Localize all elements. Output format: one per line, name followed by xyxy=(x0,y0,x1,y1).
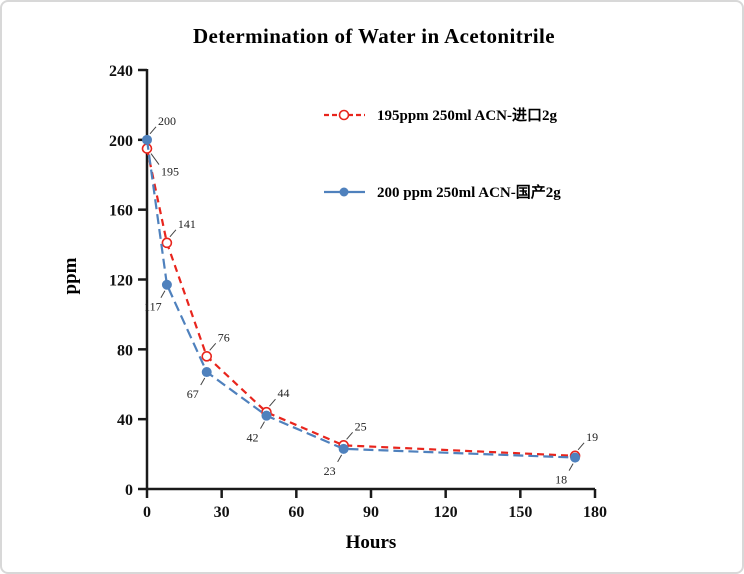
x-tick-label: 30 xyxy=(214,504,230,521)
data-label: 141 xyxy=(178,217,196,231)
data-label: 19 xyxy=(586,430,598,444)
data-label: 44 xyxy=(277,386,289,400)
data-label: 200 xyxy=(158,114,176,128)
data-label: 25 xyxy=(355,419,367,433)
label-leader xyxy=(209,342,217,351)
y-tick-label: 0 xyxy=(125,482,133,499)
legend-label-domestic: 200 ppm 250ml ACN-国产2g xyxy=(377,185,561,201)
x-tick-label: 0 xyxy=(143,504,151,521)
legend-sample-filled-circle xyxy=(339,187,349,196)
series-line-1 xyxy=(145,139,576,459)
legend-label-imported: 195ppm 250ml ACN-进口2g xyxy=(377,108,558,124)
label-leader xyxy=(577,442,585,451)
chart-title: Determination of Water in Acetonitrile xyxy=(192,24,556,48)
y-tick-label: 200 xyxy=(109,133,133,150)
filled-circle-marker xyxy=(161,279,172,290)
filled-circle-marker xyxy=(261,410,272,421)
x-tick-label: 180 xyxy=(583,504,607,521)
data-label: 42 xyxy=(246,431,258,445)
y-tick-label: 240 xyxy=(109,63,133,80)
data-label: 18 xyxy=(555,473,567,487)
label-leader xyxy=(269,398,276,407)
filled-circle-marker xyxy=(338,443,349,454)
data-label: 23 xyxy=(324,464,336,478)
legend-line-marker-red-icon xyxy=(324,109,365,120)
open-circle-marker xyxy=(161,237,173,249)
y-tick-label: 160 xyxy=(109,203,133,220)
label-leader xyxy=(346,432,354,440)
data-label: 67 xyxy=(187,387,199,401)
legend-item-domestic: 200 ppm 250ml ACN-国产2g xyxy=(322,181,561,202)
x-tick-label: 120 xyxy=(434,504,458,521)
filled-circle-marker xyxy=(142,134,152,145)
data-label: 117 xyxy=(144,300,162,314)
x-axis-label: Hours xyxy=(345,532,397,553)
label-leader xyxy=(150,153,160,165)
legend-sample-open-circle xyxy=(338,109,350,120)
label-leader xyxy=(200,377,206,386)
data-label: 195 xyxy=(161,165,179,179)
y-tick-label: 120 xyxy=(109,273,133,290)
x-tick-label: 60 xyxy=(288,504,304,521)
x-tick-label: 150 xyxy=(508,504,532,521)
filled-circle-marker xyxy=(570,452,581,463)
label-leader xyxy=(568,463,574,471)
legend-line-marker-blue-icon xyxy=(324,187,365,196)
open-circle-marker xyxy=(201,351,213,362)
legend-item-imported: 195ppm 250ml ACN-进口2g xyxy=(322,104,561,125)
y-tick-label: 40 xyxy=(117,412,133,429)
label-leader xyxy=(260,421,265,429)
label-leader xyxy=(169,229,177,238)
series-line-0 xyxy=(145,148,576,457)
data-label: 76 xyxy=(218,330,230,344)
legend: 195ppm 250ml ACN-进口2g 200 ppm 250ml ACN-… xyxy=(322,104,561,202)
y-tick-label: 80 xyxy=(117,342,133,359)
label-leader xyxy=(337,454,343,463)
filled-circle-marker xyxy=(201,367,212,378)
label-leader xyxy=(149,126,157,135)
label-leader xyxy=(160,290,166,298)
x-tick-label: 90 xyxy=(363,504,379,521)
